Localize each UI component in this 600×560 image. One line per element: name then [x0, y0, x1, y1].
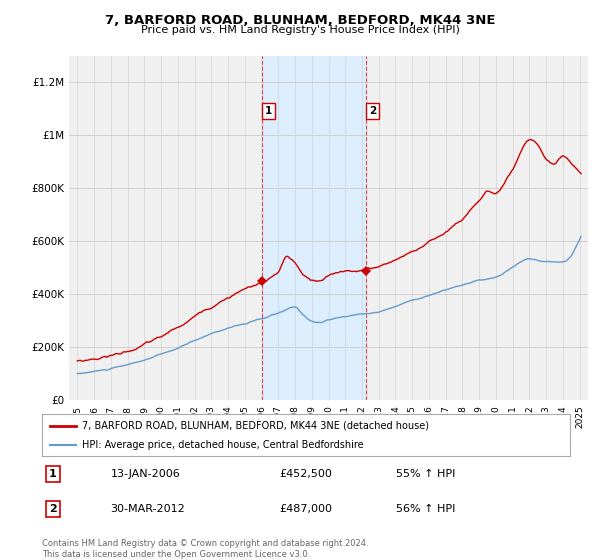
Text: 30-MAR-2012: 30-MAR-2012 — [110, 504, 185, 514]
Text: 7, BARFORD ROAD, BLUNHAM, BEDFORD, MK44 3NE (detached house): 7, BARFORD ROAD, BLUNHAM, BEDFORD, MK44 … — [82, 421, 428, 431]
Text: HPI: Average price, detached house, Central Bedfordshire: HPI: Average price, detached house, Cent… — [82, 440, 363, 450]
Text: 2: 2 — [49, 504, 56, 514]
Text: 7, BARFORD ROAD, BLUNHAM, BEDFORD, MK44 3NE: 7, BARFORD ROAD, BLUNHAM, BEDFORD, MK44 … — [105, 14, 495, 27]
Bar — [262, 56, 366, 400]
Text: £487,000: £487,000 — [280, 504, 332, 514]
Text: 55% ↑ HPI: 55% ↑ HPI — [396, 469, 455, 479]
Text: £452,500: £452,500 — [280, 469, 332, 479]
Text: 1: 1 — [49, 469, 56, 479]
Text: 56% ↑ HPI: 56% ↑ HPI — [396, 504, 455, 514]
Text: 1: 1 — [265, 106, 272, 116]
Text: 13-JAN-2006: 13-JAN-2006 — [110, 469, 181, 479]
Text: Price paid vs. HM Land Registry's House Price Index (HPI): Price paid vs. HM Land Registry's House … — [140, 25, 460, 35]
Text: 2: 2 — [368, 106, 376, 116]
Text: Contains HM Land Registry data © Crown copyright and database right 2024.
This d: Contains HM Land Registry data © Crown c… — [42, 539, 368, 559]
